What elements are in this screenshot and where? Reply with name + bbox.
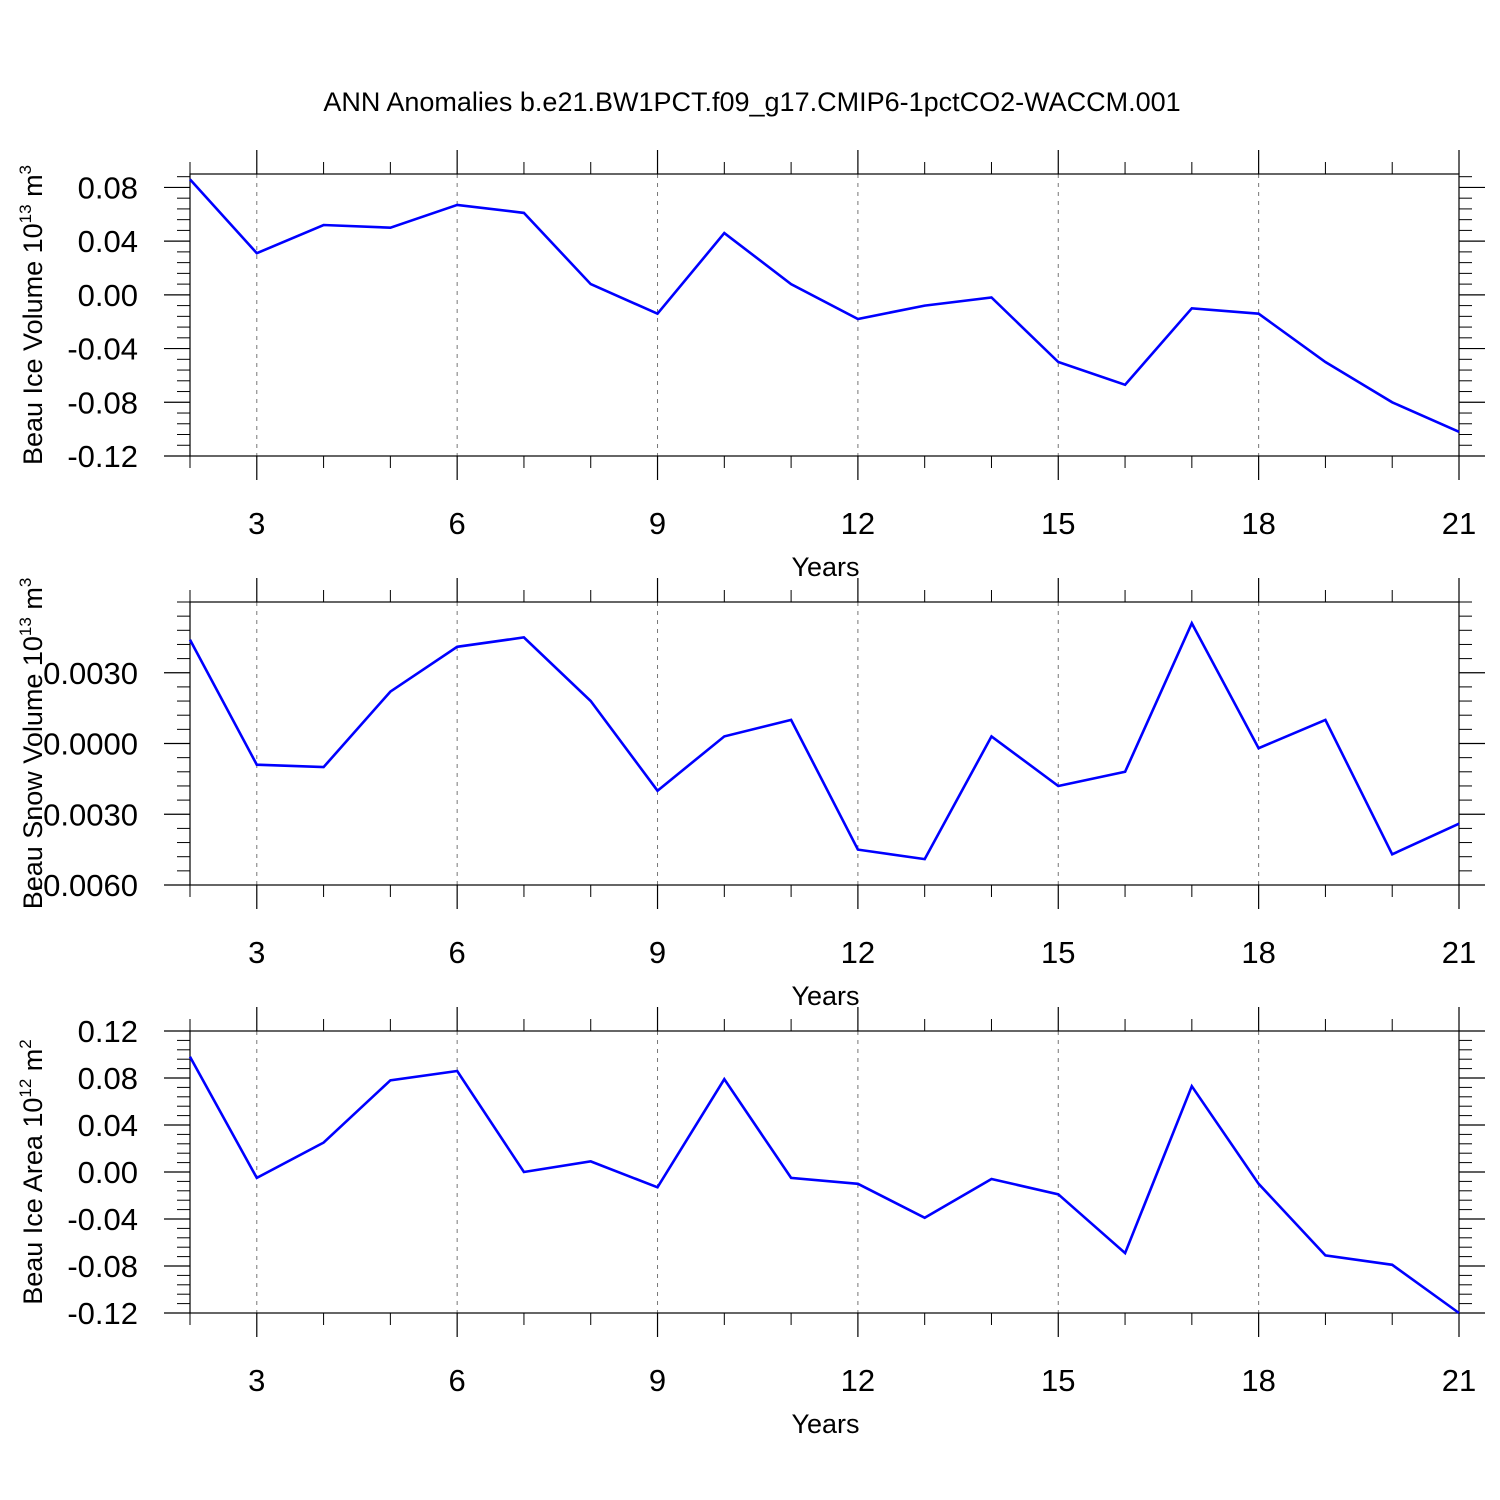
x-tick-label: 18 [1241, 506, 1275, 541]
x-tick-label: 3 [248, 506, 265, 541]
y-tick-label: 0.00 [78, 278, 138, 313]
x-tick-label: 21 [1442, 1363, 1476, 1398]
y-tick-label: 0.08 [78, 1061, 138, 1096]
x-tick-label: 12 [841, 935, 875, 970]
x-tick-label: 12 [841, 506, 875, 541]
x-tick-label: 9 [649, 506, 666, 541]
x-tick-label: 21 [1442, 935, 1476, 970]
series-line [188, 1056, 1460, 1315]
y-tick-label: -0.0030 [33, 797, 138, 832]
x-axis-label: Years [791, 981, 859, 1011]
y-tick-label: 0.08 [78, 170, 138, 205]
x-tick-label: 3 [248, 935, 265, 970]
panel-2: 3 6 9 12 15 18 21 -0.0060 -0.0030 0.0000 0.0030 Yea… [16, 578, 1485, 1011]
x-tick-label: 6 [449, 506, 466, 541]
y-tick-label: 0.04 [78, 1108, 138, 1143]
y-tick-label: 0.12 [78, 1014, 138, 1049]
panel-3: 3 6 9 12 15 18 21 -0.12 -0.08 -0.04 0.00 0.04 0.08 0.… [16, 1007, 1485, 1439]
y-tick-label: 0.0000 [43, 727, 138, 762]
x-tick-label: 18 [1241, 935, 1275, 970]
series-line [188, 620, 1460, 861]
x-tick-label: 6 [449, 935, 466, 970]
y-tick-label: -0.04 [67, 332, 138, 367]
y-tick-label: -0.04 [67, 1202, 138, 1237]
x-axis-label: Years [791, 552, 859, 582]
x-tick-label: 9 [649, 935, 666, 970]
chart-title: ANN Anomalies b.e21.BW1PCT.f09_g17.CMIP6… [323, 87, 1180, 117]
x-tick-label: 6 [449, 1363, 466, 1398]
y-tick-label: 0.04 [78, 224, 138, 259]
x-tick-label: 15 [1041, 935, 1075, 970]
x-tick-label: 15 [1041, 506, 1075, 541]
y-tick-label: -0.0060 [33, 868, 138, 903]
y-tick-label: -0.08 [67, 1249, 138, 1284]
y-tick-label: -0.12 [67, 1296, 138, 1331]
x-tick-label: 21 [1442, 506, 1476, 541]
x-tick-label: 12 [841, 1363, 875, 1398]
y-axis-label: Beau Snow Volume 1013 m3 [16, 578, 48, 910]
y-axis-label: Beau Ice Volume 1013 m3 [16, 165, 48, 465]
y-tick-label: -0.12 [67, 439, 138, 474]
y-tick-label: 0.00 [78, 1155, 138, 1190]
x-tick-label: 18 [1241, 1363, 1275, 1398]
series-line [189, 178, 1460, 433]
x-tick-label: 15 [1041, 1363, 1075, 1398]
x-axis-label: Years [791, 1409, 859, 1439]
panel-1: 3 6 9 12 15 18 21 -0.12 -0.08 -0.04 0.00 0.04 0.08 Ye… [16, 150, 1485, 582]
y-tick-label: 0.0030 [43, 656, 138, 691]
x-tick-label: 3 [248, 1363, 265, 1398]
y-tick-label: -0.08 [67, 385, 138, 420]
chart-panels: 3 6 9 12 15 18 21 -0.12 -0.08 -0.04 0.00 0.04 0.08 Ye… [16, 150, 1485, 1439]
plot-frame [189, 173, 1460, 457]
y-axis-label: Beau Ice Area 1012 m2 [16, 1039, 48, 1305]
x-tick-label: 9 [649, 1363, 666, 1398]
plot-frame [189, 1030, 1460, 1314]
